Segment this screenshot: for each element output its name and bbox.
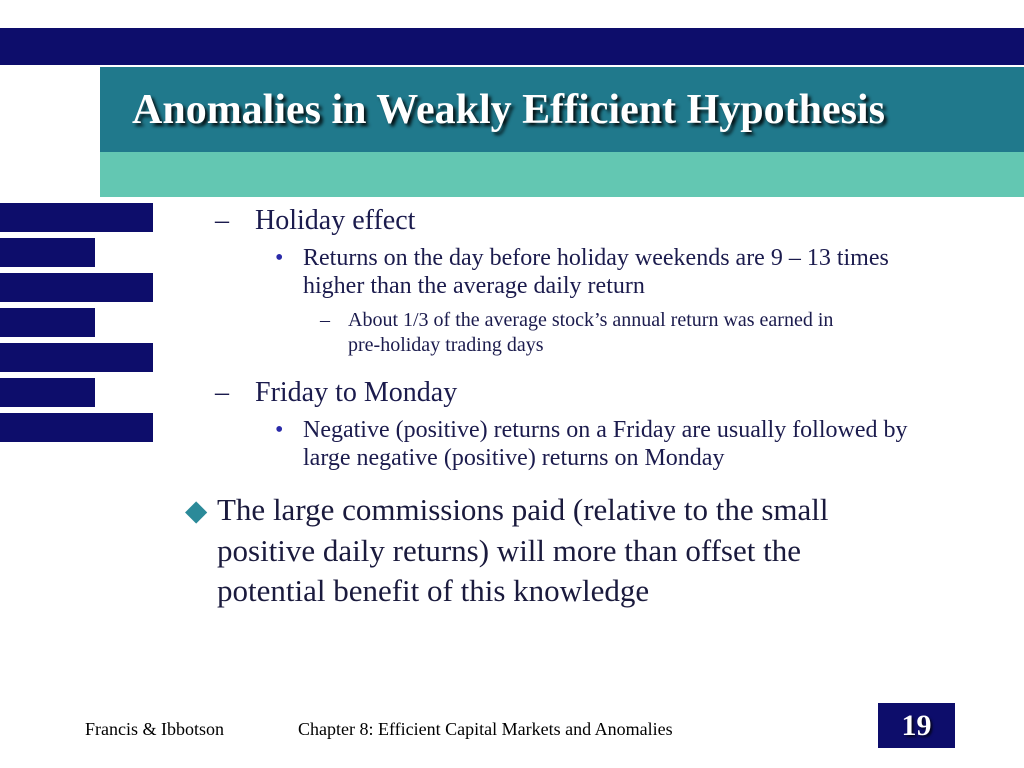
bullet-item-preholiday-return: – About 1/3 of the average stock’s annua… (320, 308, 990, 358)
bullet-item-holiday-effect: – Holiday effect (215, 204, 990, 238)
stripe (0, 378, 95, 407)
title-band: Anomalies in Weakly Efficient Hypothesis (100, 67, 1024, 152)
slide-title: Anomalies in Weakly Efficient Hypothesis (132, 86, 885, 133)
stripe (0, 343, 153, 372)
dash-bullet-icon: – (215, 205, 229, 236)
dot-bullet-icon: • (275, 244, 284, 271)
page-number: 19 (901, 708, 932, 742)
bullet-text: About 1/3 of the average stock’s annual … (348, 309, 834, 357)
slide-body: – Holiday effect • Returns on the day be… (180, 196, 990, 611)
dash-bullet-icon: – (320, 309, 330, 332)
bullet-item-holiday-returns: • Returns on the day before holiday week… (275, 244, 990, 301)
stripe (0, 203, 153, 232)
bullet-text: The large commissions paid (relative to … (217, 492, 829, 609)
page-number-badge: 19 (878, 703, 955, 748)
stripe (0, 273, 153, 302)
decorative-stripes (0, 203, 155, 448)
bullet-item-friday-to-monday: – Friday to Monday (215, 376, 990, 410)
top-navy-band (0, 28, 1024, 65)
footer-authors: Francis & Ibbotson (85, 719, 224, 739)
bullet-text: Returns on the day before holiday weeken… (303, 244, 889, 299)
dot-bullet-icon: • (275, 416, 284, 443)
stripe (0, 308, 95, 337)
stripe (0, 413, 153, 442)
bullet-item-friday-returns: • Negative (positive) returns on a Frida… (275, 416, 990, 473)
bullet-text: Friday to Monday (255, 377, 458, 409)
bullet-text: Holiday effect (255, 205, 416, 236)
stripe (0, 238, 95, 267)
bullet-text: Negative (positive) returns on a Friday … (303, 416, 908, 472)
dash-bullet-icon: – (215, 377, 229, 409)
bullet-item-large-commissions: ◆ The large commissions paid (relative t… (185, 490, 990, 611)
diamond-bullet-icon: ◆ (185, 495, 208, 528)
footer-chapter: Chapter 8: Efficient Capital Markets and… (298, 719, 673, 739)
